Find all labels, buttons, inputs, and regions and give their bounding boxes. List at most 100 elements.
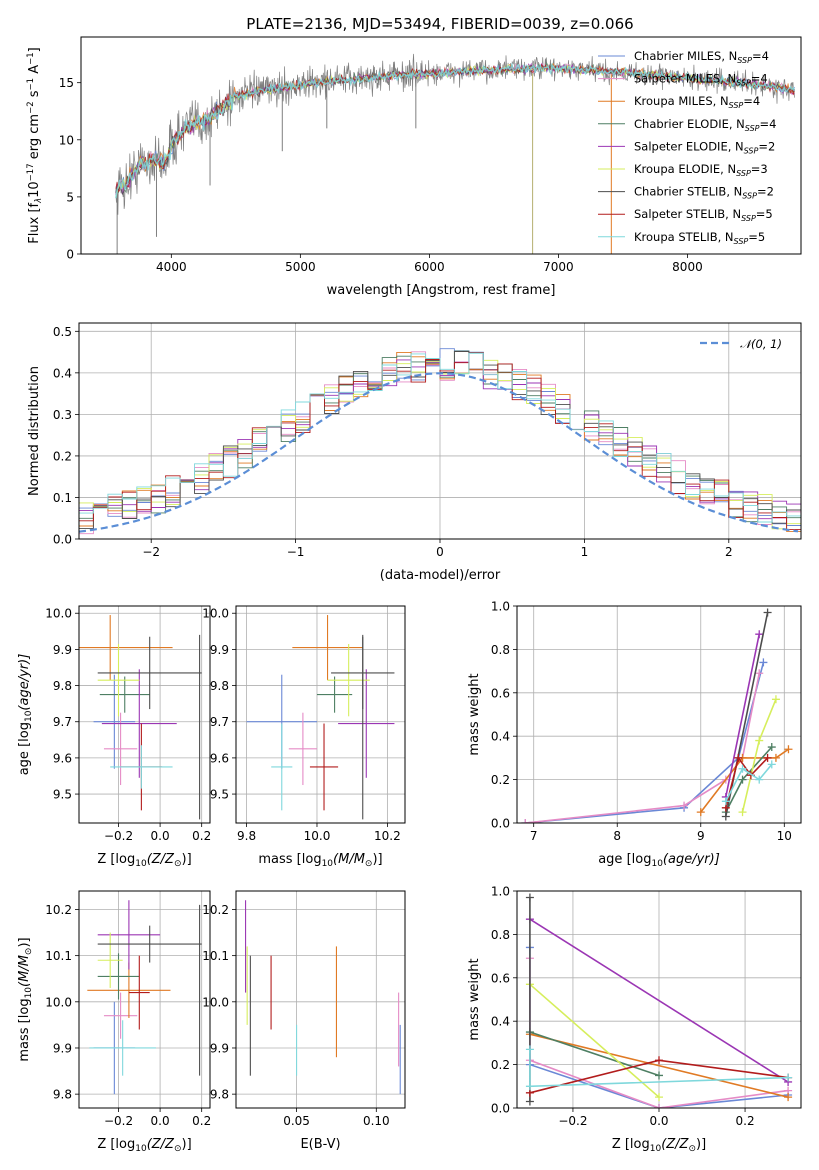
y-tick-label: 1.0 (491, 885, 510, 899)
y-tick-label: 9.8 (53, 679, 72, 693)
label-part: ⊙ (365, 859, 373, 869)
weight-marker-chabrier_stelib (525, 1097, 534, 1106)
weight-marker-kroupa_stelib (755, 775, 764, 784)
y-tick-label: 9.9 (53, 1041, 72, 1055)
x-tick-label: 0.05 (283, 1114, 310, 1128)
weight-line-salpeter_miles (525, 673, 760, 823)
x-tick-label: 0.2 (736, 1114, 755, 1128)
label-part: SSP (736, 79, 751, 88)
y-tick-label: 0.8 (491, 928, 510, 942)
y-tick-label: 9.6 (53, 751, 72, 765)
y-tick-label: 10 (59, 133, 74, 147)
label-part: 10 (651, 859, 663, 869)
label-part: 10 (322, 859, 334, 869)
weight-vs-metallicity-panel: −0.2 0.0 0.2 0.0 0.2 0.4 0.6 0.8 1.0 Z [log10(Z/Z… (467, 885, 802, 1154)
plot-area (79, 615, 202, 820)
weight-marker-chabrier_elodie (738, 775, 747, 784)
plot-area (521, 608, 793, 823)
label-part: =5 (756, 207, 773, 221)
weight-line-salpeter_elodie (529, 918, 789, 1083)
label-part: SSP (729, 101, 744, 110)
x-tick-label: −1 (287, 545, 305, 559)
weight-marker-kroupa_elodie (755, 736, 764, 745)
y-tick-label: 9.9 (210, 643, 229, 657)
x-tick-label: 0.0 (151, 1114, 170, 1128)
y-tick-label: 9.9 (53, 643, 72, 657)
label-part: Chabrier STELIB, N (634, 185, 742, 199)
x-tick-label: 9 (697, 829, 705, 843)
legend-entry: Chabrier MILES, NSSP=4 (634, 49, 769, 65)
axes-frame (516, 890, 802, 1109)
label-part: SSP (736, 169, 751, 178)
legend-entry: Chabrier STELIB, NSSP=2 (634, 185, 774, 201)
y-tick-label: 9.8 (210, 679, 229, 693)
y-axis-label: Normed distribution (27, 366, 42, 496)
x-tick-label: 0.0 (151, 829, 170, 843)
residuals-panel: −2 −1 0 1 2 0.0 0.1 0.2 0.3 0.4 0.5 (data-model)/er… (27, 322, 802, 583)
spectrum-panel: 4000 5000 6000 7000 8000 0 5 10 15 wavelength [An… (26, 36, 802, 298)
label-part: 10 (135, 859, 147, 869)
plot-area (246, 615, 395, 820)
label-part: Kroupa ELODIE, N (634, 162, 736, 176)
label-part: (M/M (17, 955, 32, 987)
y-tick-label: 10.1 (202, 949, 229, 963)
weight-line-kroupa_miles (700, 748, 789, 813)
axes-frame (235, 890, 406, 1109)
label-part: SSP (734, 237, 749, 246)
x-tick-label: 7 (530, 829, 538, 843)
label-part: )] (372, 852, 382, 867)
weight-marker-chabrier_stelib (721, 812, 730, 821)
label-part: −1 (26, 52, 36, 65)
label-part: ⊙ (24, 948, 34, 956)
histogram-kroupa_stelib (79, 352, 801, 537)
label-part: =5 (748, 230, 765, 244)
x-axis-label: Z [log10(Z/Z⊙)] (97, 852, 191, 869)
x-axis-label: mass [log10(M/M⊙)] (258, 852, 382, 869)
x-tick-label: 0 (436, 545, 444, 559)
label-part: SSP (742, 192, 757, 201)
label-part: (Z/Z (661, 1137, 689, 1152)
label-part: )] (17, 937, 32, 947)
weight-marker-kroupa_elodie (771, 695, 780, 704)
label-part: mass [log (17, 998, 32, 1061)
y-tick-label: 10.0 (202, 995, 229, 1009)
plot-area (115, 53, 796, 254)
y-axis-label: Flux [fλ10−17 erg cm−2 s−1 A−1] (26, 47, 44, 243)
mass-vs-metallicity-panel: −0.2 0.0 0.29.89.910.010.110.2Z [log10(Z/Z… (17, 890, 211, 1154)
y-axis-label: age [log10(age/yr)] (17, 654, 34, 776)
x-tick-label: 6000 (414, 260, 445, 274)
y-tick-label: 9.7 (53, 715, 72, 729)
x-tick-label: 5000 (285, 260, 316, 274)
label-part: 10 (24, 987, 34, 999)
label-part: =4 (751, 72, 768, 86)
weight-marker-salpeter_miles (680, 801, 689, 810)
age-vs-mass-panel: 9.8 10.0 10.2 9.5 9.6 9.7 9.8 9.9 10.0 mass [log1… (202, 605, 406, 869)
x-tick-label: 0.10 (363, 1114, 390, 1128)
legend-entry: Salpeter ELODIE, NSSP=2 (634, 139, 775, 155)
y-tick-label: 9.9 (210, 1041, 229, 1055)
weight-line-kroupa_miles (529, 1033, 789, 1098)
weight-marker-kroupa_stelib (525, 1082, 534, 1091)
y-tick-label: 9.7 (210, 715, 229, 729)
x-tick-label: −0.2 (104, 1114, 133, 1128)
axes-frame (78, 890, 211, 1109)
x-axis-label: (data-model)/error (380, 568, 501, 583)
weight-marker-salpeter_stelib (763, 753, 772, 762)
label-part: SSP (744, 146, 759, 155)
label-part: =2 (758, 139, 775, 153)
y-tick-label: 0.4 (491, 1015, 510, 1029)
legend-entry: Salpeter STELIB, NSSP=5 (634, 207, 773, 223)
legend-entry: Kroupa STELIB, NSSP=5 (634, 230, 765, 246)
x-tick-label: 2 (725, 545, 733, 559)
label-part: Flux [f (27, 202, 42, 243)
y-tick-label: 10.0 (45, 995, 72, 1009)
weight-line-chabrier_miles (525, 662, 765, 823)
label-part: (age/yr)] (17, 654, 32, 711)
label-part: age [log (17, 722, 32, 775)
x-tick-label: 0.0 (649, 1114, 668, 1128)
label-part: =3 (751, 162, 768, 176)
y-tick-label: 0.4 (491, 730, 510, 744)
plot-area (87, 900, 202, 1095)
label-part: Chabrier ELODIE, N (634, 117, 745, 131)
x-tick-label: −2 (142, 545, 160, 559)
